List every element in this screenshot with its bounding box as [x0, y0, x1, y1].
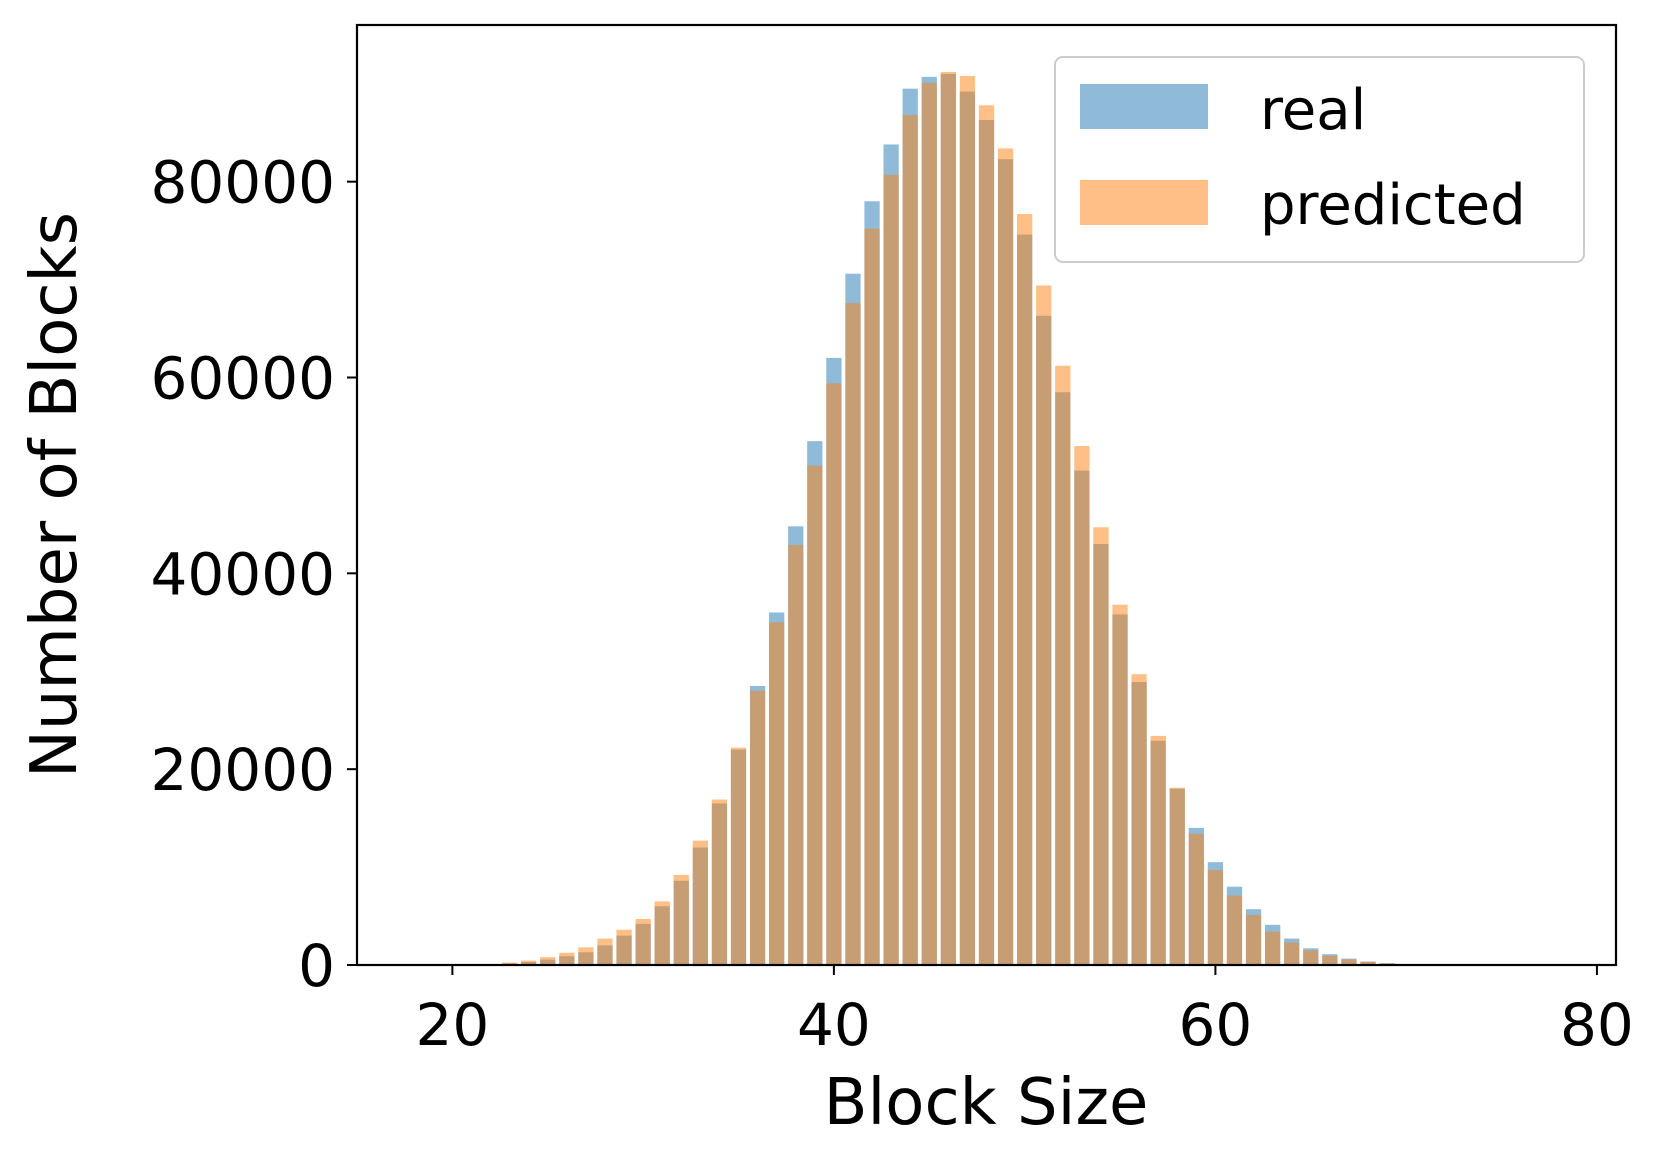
x-tick-label: 60 — [1179, 991, 1253, 1059]
bar-predicted-31 — [654, 901, 670, 965]
bar-predicted-23 — [501, 962, 518, 965]
bar-predicted-59 — [1188, 833, 1204, 965]
x-tick-label: 40 — [797, 991, 871, 1059]
legend-label-real: real — [1260, 78, 1366, 143]
bar-predicted-68 — [1360, 961, 1376, 965]
bar-predicted-55 — [1112, 604, 1128, 965]
legend-swatch-predicted — [1080, 180, 1208, 225]
bar-predicted-56 — [1131, 674, 1147, 965]
bar-predicted-50 — [1017, 213, 1033, 966]
y-tick-label: 80000 — [150, 149, 335, 217]
bar-predicted-48 — [978, 105, 995, 966]
bar-predicted-38 — [788, 544, 804, 965]
bar-predicted-61 — [1226, 895, 1243, 965]
bar-predicted-33 — [692, 840, 708, 965]
bar-predicted-62 — [1245, 915, 1262, 965]
bar-predicted-53 — [1074, 446, 1090, 965]
bar-predicted-26 — [559, 952, 575, 965]
bar-predicted-45 — [921, 82, 937, 965]
x-axis-ticks: 20 40 60 80 — [415, 965, 1634, 1059]
bar-predicted-37 — [769, 622, 785, 965]
bar-predicted-30 — [635, 918, 651, 965]
y-tick-label: 40000 — [150, 540, 335, 608]
legend-label-predicted: predicted — [1260, 173, 1526, 238]
y-tick-label: 20000 — [150, 736, 335, 804]
plot-frame — [355, 23, 1618, 967]
bar-predicted-40 — [826, 383, 842, 966]
x-tick-label: 20 — [415, 991, 489, 1059]
x-tick-label: 80 — [1560, 991, 1634, 1059]
y-tick-label: 60000 — [150, 345, 335, 413]
legend-swatch-real — [1080, 84, 1208, 129]
y-axis-ticks: 0 20000 40000 60000 80000 — [150, 149, 357, 1000]
bar-predicted-25 — [540, 957, 556, 965]
bar-predicted-28 — [597, 938, 613, 965]
legend: real predicted — [1054, 56, 1585, 263]
bar-predicted-27 — [578, 947, 594, 966]
bar-predicted-66 — [1322, 955, 1338, 965]
bar-predicted-24 — [521, 960, 537, 965]
bar-predicted-36 — [749, 690, 766, 965]
bar-predicted-51 — [1036, 285, 1052, 966]
x-axis-title: Block Size — [824, 1066, 1149, 1140]
bar-predicted-29 — [616, 929, 632, 965]
bar-predicted-34 — [711, 799, 728, 965]
bar-predicted-44 — [902, 115, 918, 965]
bar-predicted-42 — [864, 228, 880, 966]
bar-predicted-47 — [959, 75, 976, 966]
bar-predicted-58 — [1169, 787, 1185, 965]
bar-predicted-60 — [1207, 870, 1224, 965]
bar-predicted-32 — [673, 874, 689, 965]
y-axis-title: Number of Blocks — [18, 212, 92, 778]
bar-predicted-64 — [1284, 942, 1300, 965]
bar-predicted-57 — [1150, 735, 1166, 966]
bar-predicted-46 — [940, 72, 956, 965]
bar-predicted-49 — [997, 148, 1014, 966]
bar-predicted-43 — [883, 174, 899, 965]
bar-predicted-67 — [1341, 959, 1357, 965]
y-tick-label: 0 — [298, 932, 335, 1000]
bar-predicted-65 — [1303, 950, 1319, 965]
bar-predicted-63 — [1265, 931, 1281, 965]
bar-predicted-54 — [1093, 527, 1109, 965]
bar-predicted-35 — [730, 747, 747, 966]
bar-predicted-39 — [807, 465, 823, 966]
bar-predicted-41 — [845, 303, 861, 966]
bar-predicted-52 — [1055, 365, 1071, 965]
